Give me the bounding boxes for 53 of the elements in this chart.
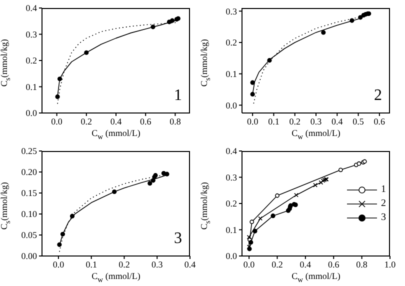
y-tick-label: 0.10 — [21, 209, 38, 220]
x-tick-label: 0.8 — [356, 259, 368, 270]
legend-label: 1 — [381, 184, 386, 195]
x-tick-label: 0.6 — [374, 116, 386, 126]
x-tick-label: 0.0 — [246, 116, 259, 126]
x-tick-label: 0.5 — [352, 116, 364, 126]
y-tick-label: 0.3 — [26, 29, 38, 40]
y-tick-label: 0.0 — [26, 108, 38, 118]
y-tick-label: 0.05 — [21, 230, 38, 240]
y-tick-label: 0.20 — [21, 167, 38, 178]
y-tick-label: 0.25 — [21, 146, 38, 156]
x-axis-title: C$_{w}$ (mmol/L) — [90, 128, 142, 141]
y-tick-label: 0.3 — [226, 172, 238, 182]
y-tick-label: 0.2 — [26, 56, 37, 66]
x-tick-label: 0.4 — [184, 259, 196, 270]
x-tick-label: 0.1 — [86, 259, 97, 270]
y-tick-label: 0.3 — [226, 6, 238, 16]
y-tick-label: 0.1 — [226, 224, 237, 235]
x-tick-label: 0.6 — [328, 259, 340, 270]
x-tick-label: 0.4 — [300, 259, 312, 270]
x-tick-label: 0.4 — [332, 116, 344, 126]
y-tick-label: 0.0 — [226, 100, 238, 110]
y-tick-label: 0.00 — [21, 251, 38, 262]
legend-label: 2 — [381, 198, 386, 209]
x-tick-label: 0.2 — [118, 259, 130, 270]
annotation: 3 — [174, 230, 182, 248]
y-tick-label: 0.4 — [226, 146, 238, 156]
x-tick-label: 0.2 — [80, 116, 92, 126]
legend-label: 3 — [381, 212, 386, 223]
y-tick-label: 0.0 — [226, 251, 238, 262]
annotation: 2 — [374, 87, 382, 105]
x-axis-title: C$_{w}$ (mmol/L) — [290, 271, 342, 284]
x-tick-label: 0.4 — [110, 116, 122, 126]
y-tick-label: 0.15 — [21, 188, 38, 198]
x-tick-label: 0.8 — [170, 116, 182, 126]
y-tick-label: 0.2 — [226, 198, 237, 209]
x-tick-label: 1.0 — [384, 259, 396, 270]
y-tick-label: 0.1 — [26, 82, 37, 92]
x-axis-title: C$_{w}$ (mmol/L) — [290, 128, 342, 141]
y-tick-label: 0.2 — [226, 38, 237, 48]
annotation: 1 — [174, 87, 182, 105]
x-tick-label: 0.0 — [52, 259, 65, 270]
x-tick-label: 0.1 — [268, 116, 280, 126]
x-tick-label: 0.3 — [151, 259, 164, 270]
x-tick-label: 0.0 — [243, 259, 256, 270]
x-axis-title: C$_{w}$ (mmol/L) — [90, 271, 142, 284]
x-tick-label: 0.2 — [289, 116, 300, 126]
y-tick-label: 0.4 — [26, 3, 38, 14]
x-tick-label: 0.6 — [140, 116, 152, 126]
y-tick-label: 0.1 — [226, 69, 237, 80]
x-tick-label: 0.0 — [51, 116, 63, 126]
x-tick-label: 0.3 — [310, 116, 322, 126]
x-tick-label: 0.2 — [272, 259, 283, 270]
